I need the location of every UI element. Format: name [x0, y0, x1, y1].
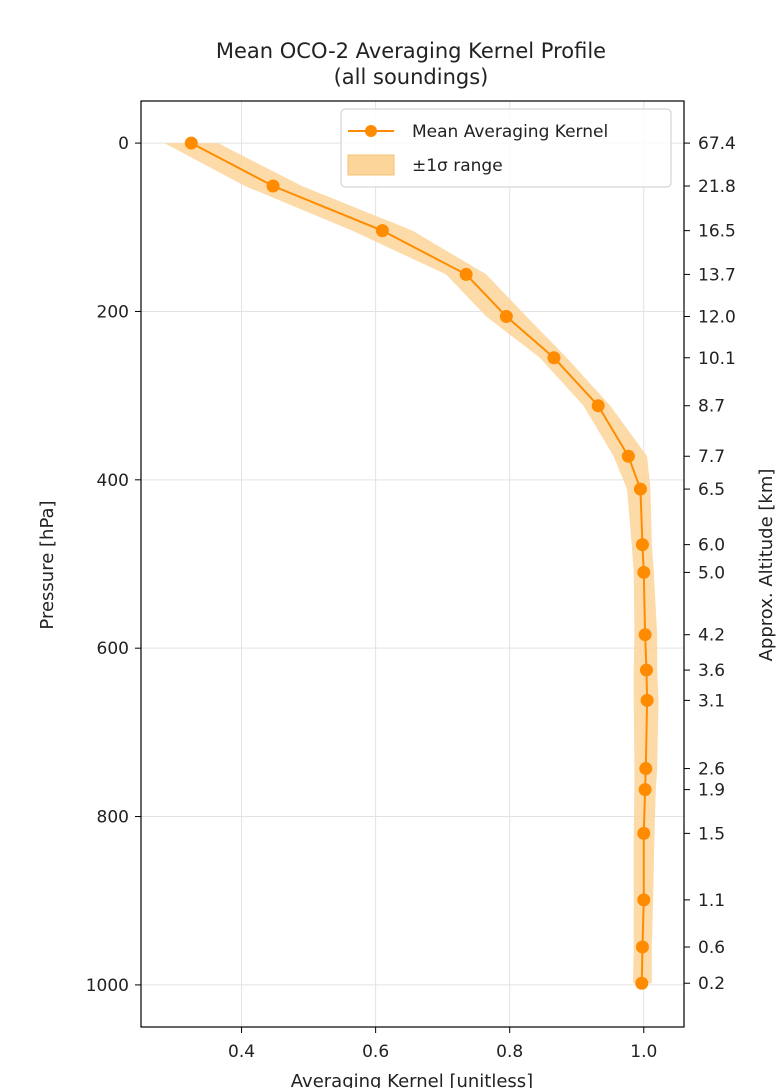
legend-marker-swatch: [365, 125, 377, 137]
data-point: [637, 893, 651, 907]
altitude-tick-label: 1.9: [698, 781, 725, 801]
altitude-tick-label: 16.5: [698, 222, 736, 242]
data-point: [640, 693, 654, 707]
altitude-tick-label: 21.8: [698, 177, 736, 197]
data-point: [635, 976, 649, 990]
sigma-band: [164, 143, 659, 984]
x-tick-label: 0.6: [362, 1042, 389, 1062]
y-tick-label: 400: [97, 471, 129, 491]
y-axis-label: Pressure [hPa]: [37, 500, 58, 629]
data-point: [375, 224, 389, 238]
x-axis-label: Averaging Kernel [unitless]: [291, 1071, 533, 1088]
data-point: [635, 940, 649, 954]
data-point: [633, 482, 647, 496]
altitude-tick-label: 5.0: [698, 563, 725, 583]
data-point: [547, 351, 561, 365]
x-tick-label: 1.0: [630, 1042, 657, 1062]
altitude-tick-label: 1.1: [698, 891, 725, 911]
legend: Mean Averaging Kernel ±1σ range: [340, 108, 672, 188]
y-tick-label: 200: [97, 302, 129, 322]
data-markers: [184, 136, 654, 990]
mean-kernel-line: [190, 142, 649, 984]
x-tick-label: 0.4: [228, 1042, 255, 1062]
data-point: [637, 826, 651, 840]
altitude-tick-label: 6.5: [698, 480, 725, 500]
altitude-tick-label: 10.1: [698, 349, 736, 369]
y-tick-label: 1000: [86, 976, 129, 996]
legend-mean-label: Mean Averaging Kernel: [412, 122, 608, 142]
legend-box: [340, 108, 672, 188]
data-point: [459, 267, 473, 281]
altitude-tick-label: 67.4: [698, 134, 736, 154]
chart-subtitle: (all soundings): [334, 65, 489, 89]
altitude-tick-label: 3.1: [698, 691, 725, 711]
x-tick-label: 0.8: [496, 1042, 523, 1062]
y-tick-label: 800: [97, 808, 129, 828]
altitude-tick-label: 0.6: [698, 938, 725, 958]
altitude-tick-label: 1.5: [698, 824, 725, 844]
legend-band-label: ±1σ range: [412, 156, 503, 176]
altitude-tick-label: 12.0: [698, 308, 736, 328]
data-point: [639, 663, 653, 677]
y-axis-ticks: 0 200 400 600 800 1000: [86, 134, 141, 996]
y-tick-label: 0: [118, 134, 129, 154]
y-tick-label: 600: [97, 639, 129, 659]
altitude-tick-label: 4.2: [698, 626, 725, 646]
chart-title: Mean OCO-2 Averaging Kernel Profile: [216, 39, 606, 63]
altitude-tick-label: 3.6: [698, 661, 725, 681]
plot-frame: [140, 100, 685, 1028]
data-point: [638, 783, 652, 797]
data-point: [591, 399, 605, 413]
altitude-tick-label: 0.2: [698, 974, 725, 994]
data-point: [621, 449, 635, 463]
data-point: [637, 565, 651, 579]
altitude-tick-label: 6.0: [698, 536, 725, 556]
data-point: [635, 538, 649, 552]
data-point: [499, 310, 513, 324]
data-point: [184, 136, 198, 150]
data-point: [639, 762, 653, 776]
data-point: [266, 179, 280, 193]
altitude-tick-label: 7.7: [698, 447, 725, 467]
data-point: [638, 628, 652, 642]
x-axis-ticks: 0.4 0.6 0.8 1.0: [228, 1027, 657, 1062]
altitude-tick-label: 8.7: [698, 397, 725, 417]
legend-band-swatch: [347, 154, 395, 176]
altitude-axis-ticks: 67.4 21.8 16.5 13.7 12.0 10.1 8.7 7.7 6.5 6.0 5.0 4…: [684, 134, 736, 994]
altitude-tick-label: 13.7: [698, 265, 736, 285]
altitude-axis-label: Approx. Altitude [km]: [756, 469, 777, 662]
altitude-tick-label: 2.6: [698, 760, 725, 780]
